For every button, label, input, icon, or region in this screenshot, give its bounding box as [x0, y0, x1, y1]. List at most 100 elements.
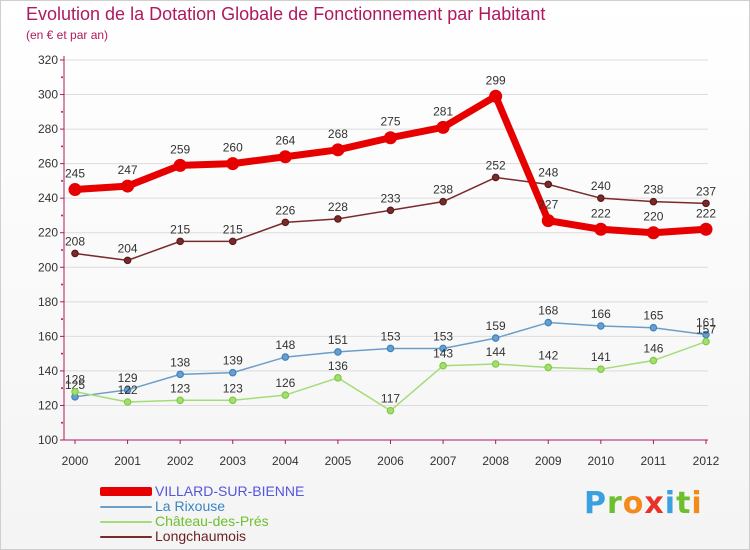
y-minor-tick [61, 283, 63, 286]
point-longchaumois [702, 199, 710, 208]
point-la-rixouse [491, 334, 500, 342]
value-label-chateau-des-pres: 141 [591, 350, 611, 364]
value-label-la-rixouse: 166 [591, 307, 611, 321]
point-villard-sur-bienne [646, 226, 660, 240]
y-tick-label: 240 [38, 191, 58, 205]
x-tick-label: 2003 [219, 454, 246, 468]
point-longchaumois [597, 194, 605, 202]
value-label-villard-sur-bienne: 227 [538, 198, 558, 212]
point-la-rixouse [544, 318, 553, 327]
x-tick-label: 2005 [325, 454, 352, 468]
point-la-rixouse [649, 323, 658, 332]
value-label-longchaumois: 248 [538, 165, 558, 179]
point-chateau-des-pres [176, 396, 184, 405]
value-label-villard-sur-bienne: 259 [170, 142, 190, 156]
point-chateau-des-pres [228, 396, 237, 405]
y-tick-label: 100 [38, 433, 58, 447]
value-label-villard-sur-bienne: 281 [433, 104, 453, 118]
y-tick-label: 280 [38, 122, 58, 136]
legend-label: Longchaumois [155, 528, 247, 544]
point-la-rixouse [386, 344, 395, 353]
point-longchaumois [334, 215, 342, 223]
y-minor-tick [61, 387, 63, 390]
y-minor-tick [61, 249, 63, 251]
value-label-villard-sur-bienne: 275 [380, 115, 400, 129]
y-minor-tick [61, 76, 63, 79]
value-label-la-rixouse: 153 [433, 329, 453, 343]
point-chateau-des-pres [281, 391, 290, 399]
value-label-longchaumois: 228 [328, 200, 348, 214]
value-label-la-rixouse: 138 [170, 355, 190, 369]
chart-title: Evolution de la Dotation Globale de Fonc… [26, 4, 546, 24]
point-chateau-des-pres [491, 360, 500, 368]
x-tick-label: 2002 [167, 454, 194, 468]
y-tick-label: 220 [38, 226, 58, 240]
value-label-longchaumois: 215 [170, 222, 190, 236]
point-longchaumois [649, 197, 658, 206]
value-label-la-rixouse: 168 [538, 304, 558, 318]
y-tick-label: 180 [38, 295, 58, 309]
value-label-villard-sur-bienne: 245 [65, 167, 85, 181]
value-label-chateau-des-pres: 123 [170, 381, 190, 395]
value-label-chateau-des-pres: 117 [381, 392, 400, 406]
point-villard-sur-bienne [384, 131, 397, 145]
y-tick-label: 200 [38, 260, 58, 274]
value-label-chateau-des-pres: 157 [696, 323, 716, 337]
point-longchaumois [386, 206, 395, 215]
point-la-rixouse [228, 368, 237, 377]
y-tick-label: 260 [38, 157, 58, 171]
point-chateau-des-pres [702, 337, 710, 346]
logo-letter: o [622, 486, 645, 521]
point-chateau-des-pres [71, 387, 79, 396]
x-tick-label: 2004 [272, 454, 299, 468]
point-la-rixouse [176, 370, 184, 379]
point-chateau-des-pres [439, 361, 447, 370]
point-longchaumois [439, 197, 447, 206]
y-tick-label: 300 [38, 88, 58, 102]
point-chateau-des-pres [649, 356, 658, 365]
point-longchaumois [544, 180, 553, 189]
logo-letter: i [691, 486, 703, 521]
y-minor-tick [61, 110, 63, 113]
value-label-chateau-des-pres: 144 [486, 345, 506, 359]
value-label-villard-sur-bienne: 260 [223, 141, 243, 155]
value-label-chateau-des-pres: 128 [65, 373, 85, 387]
value-label-villard-sur-bienne: 299 [486, 73, 506, 87]
legend-swatch [100, 536, 152, 538]
value-label-la-rixouse: 153 [380, 329, 400, 343]
y-minor-tick [61, 179, 63, 182]
point-villard-sur-bienne [121, 179, 135, 193]
x-tick-label: 2000 [62, 454, 89, 468]
y-minor-tick [61, 214, 63, 217]
value-label-villard-sur-bienne: 264 [275, 134, 295, 148]
value-label-longchaumois: 204 [118, 241, 138, 255]
value-label-la-rixouse: 139 [223, 354, 243, 368]
point-chateau-des-pres [123, 398, 132, 406]
legend-swatch [100, 487, 152, 496]
series-line-longchaumois [74, 176, 707, 262]
logo-letter: r [607, 486, 623, 521]
legend-swatch [100, 521, 152, 523]
x-tick-label: 2012 [693, 454, 720, 468]
chart-subtitle: (en € et par an) [26, 28, 109, 42]
y-tick-label: 120 [38, 398, 58, 412]
point-chateau-des-pres [597, 365, 605, 373]
x-tick-label: 2001 [114, 454, 141, 468]
point-villard-sur-bienne [173, 158, 187, 172]
x-tick-label: 2009 [535, 454, 562, 468]
value-label-chateau-des-pres: 136 [328, 359, 348, 373]
y-tick-label: 320 [38, 53, 58, 67]
y-minor-tick [61, 352, 63, 355]
point-villard-sur-bienne [226, 157, 240, 171]
x-tick-label: 2006 [377, 454, 404, 468]
value-label-la-rixouse: 129 [118, 371, 138, 385]
point-la-rixouse [597, 322, 605, 330]
point-la-rixouse [334, 348, 342, 356]
point-villard-sur-bienne [436, 120, 450, 134]
point-villard-sur-bienne [699, 222, 713, 236]
logo-letter: P [584, 486, 607, 521]
point-longchaumois [71, 249, 79, 258]
logo-letter: t [676, 486, 692, 521]
